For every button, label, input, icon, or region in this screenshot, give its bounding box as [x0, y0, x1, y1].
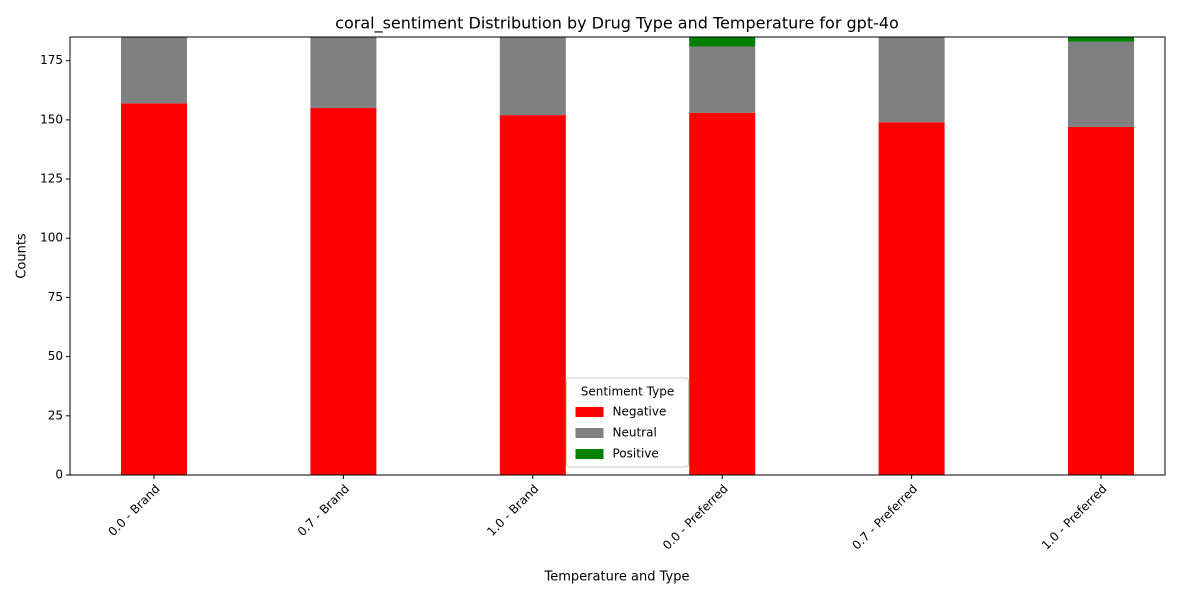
bar-segment	[689, 112, 756, 475]
bar-segment	[499, 115, 566, 475]
x-axis-label: Temperature and Type	[544, 570, 690, 585]
bars	[121, 37, 1134, 475]
y-tick-label: 50	[48, 349, 63, 363]
legend-label: Positive	[613, 447, 659, 461]
y-tick-label: 150	[40, 112, 63, 126]
bar-segment	[689, 46, 756, 113]
legend-label: Negative	[613, 405, 667, 419]
legend-title: Sentiment Type	[581, 385, 674, 399]
y-tick-label: 175	[40, 53, 63, 67]
bar-segment	[1068, 41, 1134, 127]
plot-frame	[69, 36, 1166, 476]
bar-segment	[121, 37, 187, 104]
legend-box	[566, 377, 689, 468]
x-tick-label: 1.0 - Preferred	[1039, 482, 1110, 553]
y-tick-label: 0	[55, 468, 63, 482]
y-tick-label: 100	[40, 231, 63, 245]
bar-segment	[1068, 126, 1134, 475]
x-tick-label: 0.7 - Brand	[295, 482, 352, 539]
x-tick-label: 0.0 - Preferred	[660, 482, 731, 553]
bar-segment	[878, 37, 945, 123]
x-tick-label: 0.0 - Brand	[105, 482, 162, 539]
legend-swatch	[575, 449, 604, 459]
bar-segment	[310, 37, 377, 109]
y-tick-label: 125	[40, 172, 63, 186]
y-axis-label: Counts	[15, 233, 30, 279]
chart-title: coral_sentiment Distribution by Drug Typ…	[335, 14, 899, 34]
bar-segment	[499, 37, 566, 116]
bar-segment	[121, 103, 187, 475]
bar-segment	[689, 37, 756, 47]
y-tick-label: 75	[48, 290, 63, 304]
y-tick-label: 25	[48, 408, 63, 422]
bar-segment	[1068, 37, 1134, 42]
bar-segment	[878, 122, 945, 475]
legend-label: Neutral	[613, 426, 657, 440]
bar-segment	[310, 108, 377, 475]
x-tick-label: 0.7 - Preferred	[849, 482, 920, 553]
legend-swatch	[575, 407, 604, 417]
x-tick-label: 1.0 - Brand	[484, 482, 541, 539]
legend-swatch	[575, 428, 604, 438]
